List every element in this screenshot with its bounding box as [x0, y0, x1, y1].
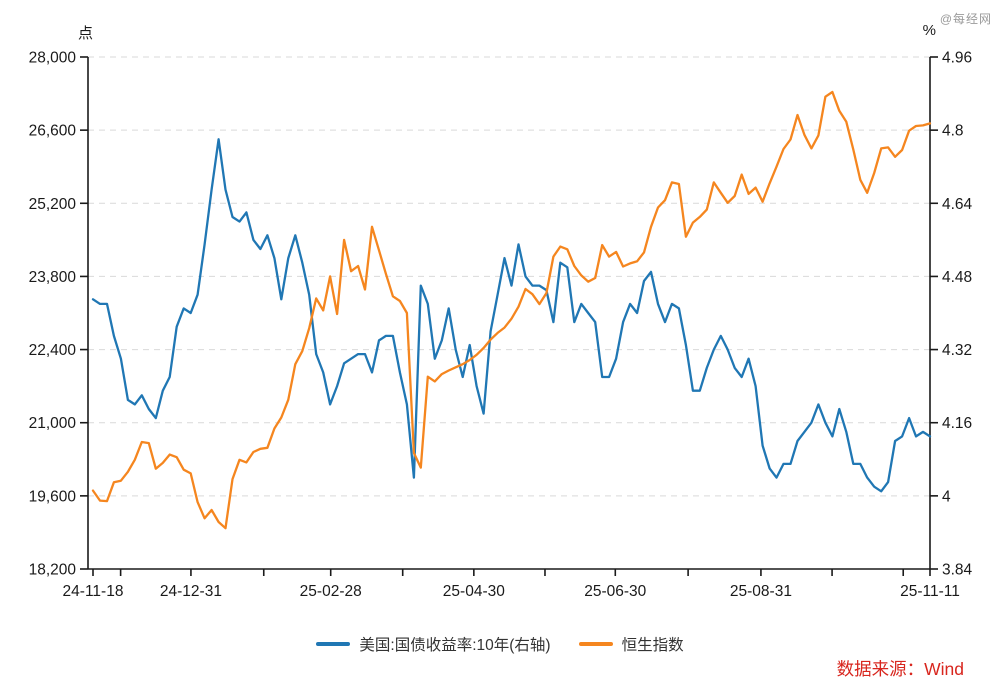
svg-text:23,800: 23,800	[29, 269, 77, 286]
svg-text:28,000: 28,000	[29, 50, 77, 67]
chart-legend: 美国:国债收益率:10年(右轴) 恒生指数	[0, 633, 1000, 655]
svg-text:4.8: 4.8	[942, 123, 964, 140]
legend-item-hsi: 恒生指数	[578, 633, 684, 655]
right-axis-unit-label: %	[922, 22, 936, 39]
svg-text:25-02-28: 25-02-28	[300, 583, 362, 600]
svg-text:4.64: 4.64	[942, 196, 973, 213]
legend-item-us10y: 美国:国债收益率:10年(右轴)	[316, 633, 551, 655]
svg-text:26,600: 26,600	[29, 123, 77, 140]
svg-text:3.84: 3.84	[942, 562, 973, 579]
left-axis-unit-label: 点	[78, 25, 94, 42]
svg-text:25-11-11: 25-11-11	[900, 583, 960, 600]
svg-text:24-12-31: 24-12-31	[160, 583, 222, 600]
svg-text:25,200: 25,200	[29, 196, 77, 213]
legend-label-us10y: 美国:国债收益率:10年(右轴)	[359, 637, 551, 654]
svg-text:4.96: 4.96	[942, 50, 972, 67]
watermark-text: @每经网	[939, 12, 992, 26]
svg-text:24-11-18: 24-11-18	[63, 583, 124, 600]
svg-text:22,400: 22,400	[29, 342, 77, 359]
svg-text:25-04-30: 25-04-30	[443, 583, 505, 600]
svg-text:25-06-30: 25-06-30	[584, 583, 646, 600]
svg-text:18,200: 18,200	[29, 562, 77, 579]
hsi-line-swatch	[578, 642, 613, 646]
svg-text:4.32: 4.32	[942, 342, 972, 359]
svg-text:4.48: 4.48	[942, 269, 972, 286]
legend-label-hsi: 恒生指数	[621, 637, 684, 654]
data-source-note: 数据来源：Wind	[836, 659, 964, 679]
svg-text:21,000: 21,000	[29, 415, 77, 432]
svg-text:4.16: 4.16	[942, 415, 972, 432]
us10y-line-swatch	[316, 642, 351, 646]
svg-text:25-08-31: 25-08-31	[730, 583, 792, 600]
svg-text:19,600: 19,600	[29, 488, 77, 505]
svg-text:4: 4	[942, 488, 951, 505]
